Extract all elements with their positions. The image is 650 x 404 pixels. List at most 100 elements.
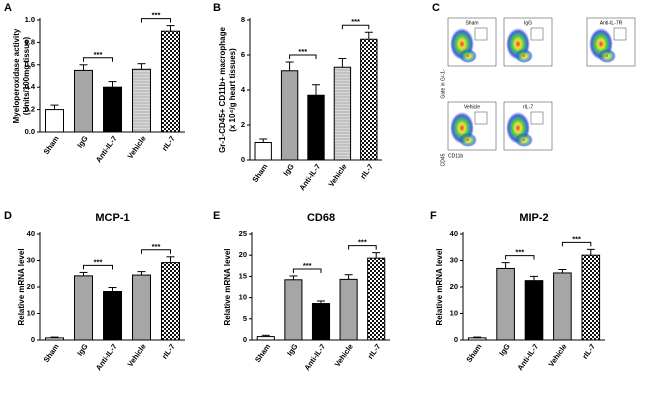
x-tick-label: Vehicle [546,342,568,368]
panel-label: F [430,210,437,222]
flow-plot-label: Sham [465,20,478,26]
y-tick-label: 10 [239,293,247,302]
significance-label: *** [572,234,581,243]
bar [45,337,64,341]
y-tick-label: 10 [27,308,35,317]
y-axis-label: Relative mRNA level [17,248,26,325]
y-axis-label: (Units/100mg tissue) [22,37,31,116]
panel-label: C [432,2,440,14]
bar [333,66,352,161]
y-tick-label: 0 [31,335,35,344]
flow-x-label: CD11b [448,153,463,159]
y-tick-label: 4 [241,85,246,94]
significance-label: *** [515,248,524,257]
x-tick-label: Sham [42,342,61,364]
gate [474,111,488,125]
y-tick-label: 0.6 [25,60,35,69]
bar [74,275,93,341]
cell-cluster [598,49,616,63]
flow-plot-label: Vehicle [464,104,480,110]
significance-label: *** [94,50,103,59]
x-tick-label: IgG [75,342,90,358]
bar [284,279,303,341]
cell-cluster [515,133,533,147]
significance-bracket [341,24,370,30]
bar [467,337,487,341]
bar [132,68,151,133]
x-tick-label: rIL-7 [366,342,383,360]
y-tick-label: 0.8 [25,37,35,46]
chart-title: CD68 [307,212,335,224]
y-tick-label: 25 [239,229,247,238]
x-tick-label: Anti-IL-7 [515,342,540,372]
significance-bracket [289,54,317,59]
y-tick-label: 6 [241,50,245,59]
bar [280,70,299,161]
y-tick-label: 0 [241,155,245,164]
x-tick-label: IgG [285,342,300,358]
x-tick-label: rIL-7 [160,342,177,360]
flow-y-label: CD45 [440,153,446,166]
bar [254,142,272,161]
x-tick-label: Vehicle [333,342,355,368]
bar [74,69,93,133]
panel-label: D [4,210,12,222]
significance-bracket [83,57,113,62]
x-tick-label: IgG [497,342,512,358]
x-tick-label: rIL-7 [358,162,375,180]
x-tick-label: Sham [253,342,272,364]
y-tick-label: 20 [239,250,247,259]
x-tick-label: Anti-IL-7 [94,134,119,164]
cell-cluster [459,49,477,63]
significance-label: *** [298,47,307,56]
bar [553,272,572,341]
y-tick-label: 0.0 [25,127,35,136]
chart-title: MIP-2 [519,212,548,224]
y-tick-label: 5 [243,314,247,323]
significance-bracket [83,264,113,270]
flow-plot-label: Anti-IL-7R [600,20,623,26]
y-axis-label: Gr-1-CD45+ CD11b+ macrophage [218,27,227,153]
x-tick-label: Sham [42,134,61,156]
bar [307,94,325,161]
chart-title: MCP-1 [95,212,129,224]
bar [496,267,515,341]
x-tick-label: Vehicle [126,342,148,368]
gate [530,111,544,125]
panel-label: B [213,2,221,14]
gate [530,27,544,41]
y-axis-label: Myeloperoxidase activity [12,28,21,123]
bar [581,254,601,341]
y-tick-label: 8 [241,15,245,24]
x-tick-label: Vehicle [326,162,348,188]
x-tick-label: IgG [75,134,90,150]
significance-bracket [141,18,171,23]
significance-bracket [292,268,322,273]
y-tick-label: 2 [241,120,245,129]
y-tick-label: 10 [450,308,458,317]
y-tick-label: 40 [27,229,35,238]
gate [613,27,627,41]
gate-label: Gate in Gr-1- [440,69,446,99]
bar [45,109,64,133]
y-axis-label: (x 10⁴/g heart tissues) [228,48,237,132]
y-tick-label: 15 [239,271,247,280]
significance-bracket [561,241,592,247]
y-tick-label: 30 [450,255,458,264]
x-tick-label: Vehicle [126,134,148,160]
y-tick-label: 20 [27,282,35,291]
x-tick-label: Anti-IL-7 [94,342,119,372]
significance-bracket [141,249,171,254]
bar [132,274,151,341]
x-tick-label: IgG [281,162,296,178]
gate [474,27,488,41]
significance-label: *** [152,11,161,20]
bar [161,262,180,341]
y-axis-label: Relative mRNA level [223,248,232,325]
significance-label: *** [152,242,161,251]
significance-bracket [505,255,535,260]
bar [103,86,122,133]
x-tick-label: Sham [250,162,269,184]
flow-plot-label: rIL-7 [523,104,534,110]
